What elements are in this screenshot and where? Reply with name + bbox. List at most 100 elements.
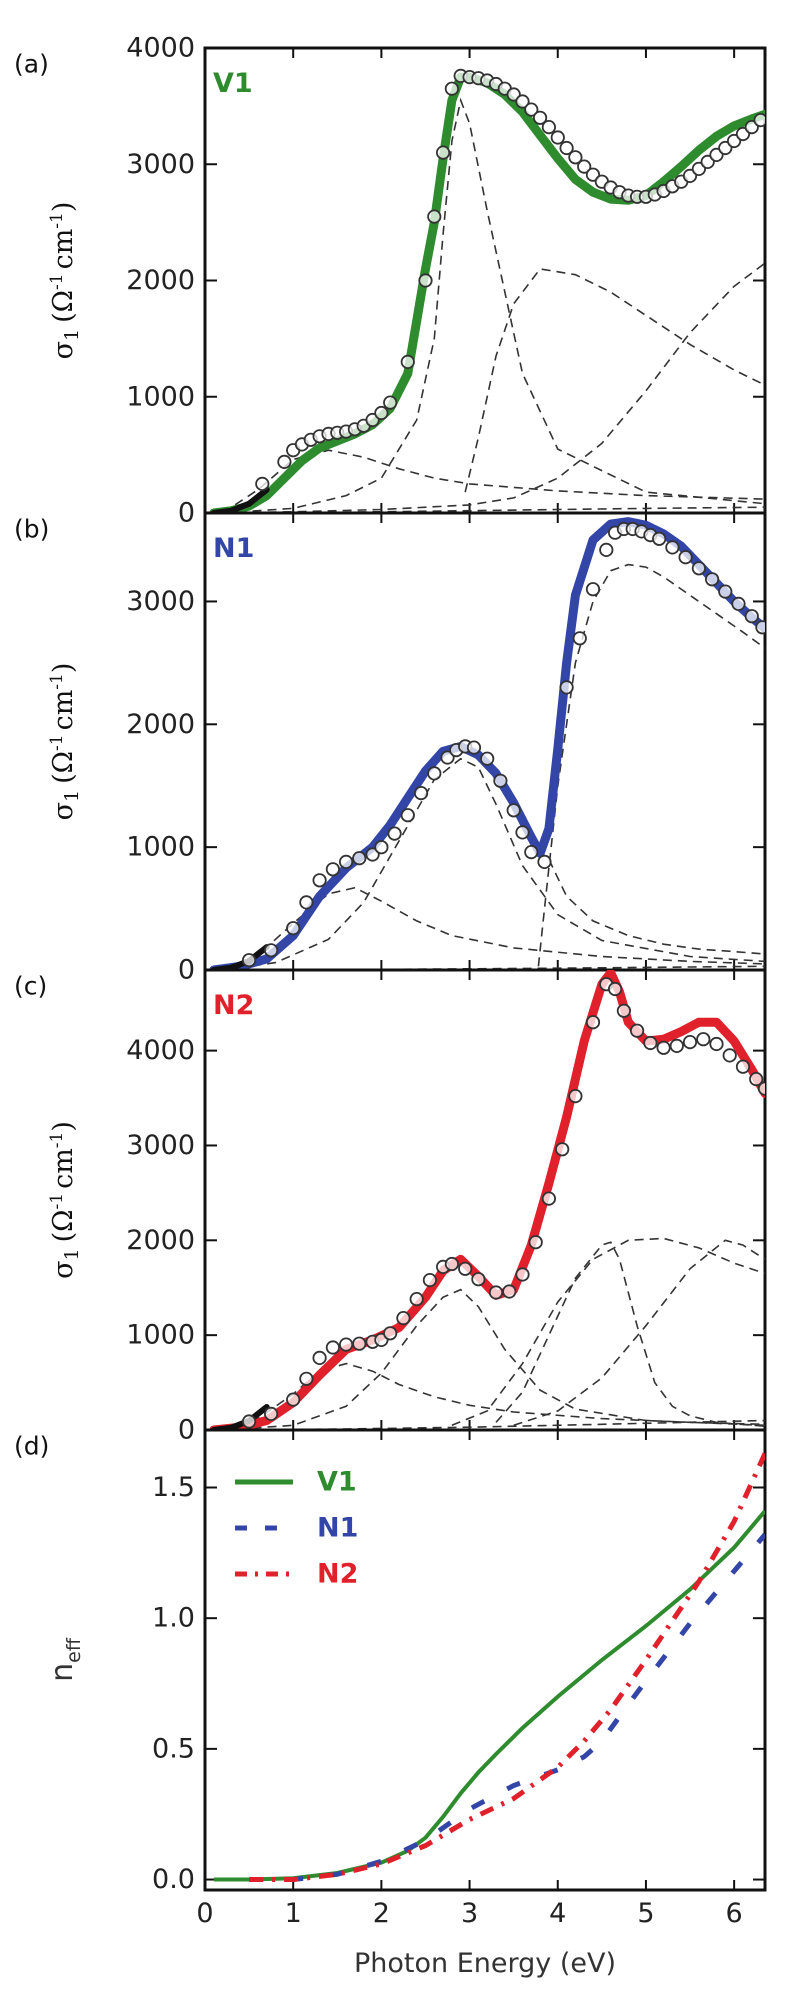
panel-c: (c) 0 1000 2000 3000 4000 σ1(Ω-1cm-1) N2 bbox=[14, 968, 767, 1446]
data-point bbox=[568, 150, 583, 165]
component-curve-4 bbox=[222, 262, 765, 513]
data-point bbox=[599, 542, 614, 558]
data-point bbox=[338, 854, 354, 870]
data-point bbox=[572, 631, 587, 646]
data-point bbox=[427, 766, 442, 781]
data-point bbox=[255, 476, 270, 491]
data-point bbox=[555, 1142, 570, 1157]
data-point bbox=[440, 750, 455, 765]
data-point bbox=[383, 395, 398, 410]
data-point bbox=[577, 159, 592, 174]
y-tick-label: 1000 bbox=[126, 832, 195, 863]
data-point bbox=[409, 1292, 424, 1307]
data-point bbox=[753, 113, 765, 128]
y-tick-label: 0 bbox=[178, 498, 195, 529]
data-point bbox=[643, 1035, 658, 1051]
data-point bbox=[422, 1273, 437, 1288]
data-point bbox=[242, 953, 257, 968]
data-point bbox=[480, 751, 495, 766]
data-point bbox=[709, 1036, 724, 1052]
data-point bbox=[352, 851, 367, 866]
series-tag: N1 bbox=[213, 533, 254, 564]
data-point bbox=[299, 895, 314, 910]
data-point bbox=[506, 803, 521, 818]
y-tick-label: 0 bbox=[178, 955, 195, 986]
series-tag: V1 bbox=[213, 68, 253, 99]
data-point bbox=[559, 140, 574, 156]
legend-label-n2: N2 bbox=[317, 1559, 358, 1590]
x-tick-label: 0 bbox=[196, 1898, 213, 1929]
y-tick-label: 0 bbox=[178, 1415, 195, 1446]
data-point bbox=[735, 1059, 751, 1074]
data-point bbox=[656, 1040, 671, 1055]
data-point bbox=[585, 1015, 601, 1030]
data-point bbox=[286, 1392, 301, 1407]
component-curve-3 bbox=[495, 1241, 765, 1427]
data-point bbox=[374, 840, 389, 855]
data-point bbox=[458, 1261, 473, 1276]
component-curve-2 bbox=[222, 97, 765, 513]
data-point bbox=[559, 680, 574, 695]
plot-frame bbox=[203, 1428, 767, 1892]
y-axis-label: σ1(Ω-1cm-1) bbox=[47, 202, 83, 360]
y-tick-label: 3000 bbox=[126, 586, 195, 617]
data-point bbox=[263, 1406, 279, 1422]
data-point bbox=[541, 1191, 557, 1206]
data-point bbox=[532, 110, 548, 125]
y-tick-label: 1.5 bbox=[152, 1472, 195, 1503]
component-curve-4 bbox=[451, 1237, 765, 1427]
y-tick-label: 2000 bbox=[126, 1225, 195, 1256]
y-axis-label: neff bbox=[45, 1637, 85, 1682]
data-point bbox=[471, 1272, 486, 1287]
data-point bbox=[629, 1023, 645, 1038]
data-point bbox=[387, 826, 402, 841]
y-axis-label: σ1(Ω-1cm-1) bbox=[47, 663, 83, 821]
y-tick-label: 2000 bbox=[126, 265, 195, 296]
component-curve-2 bbox=[222, 757, 765, 970]
fit-curve bbox=[209, 970, 765, 1430]
data-point bbox=[325, 1340, 340, 1355]
y-tick-label: 0.5 bbox=[152, 1733, 195, 1764]
y-tick-label: 3000 bbox=[126, 149, 195, 180]
panel-d: (d) 0.0 0.5 1.0 1.5 neff V1 N1 N2 0 1 2 3 4 5 6 Photon E… bbox=[14, 1428, 767, 1979]
y-tick-label: 0.0 bbox=[152, 1864, 195, 1895]
data-point bbox=[312, 873, 327, 888]
y-tick-label: 4000 bbox=[126, 1035, 195, 1066]
component-curve-5 bbox=[513, 1239, 765, 1427]
component-curve-2 bbox=[222, 1288, 765, 1430]
data-point bbox=[515, 94, 530, 109]
panel-label: (b) bbox=[14, 514, 49, 543]
y-tick-label: 2000 bbox=[126, 709, 195, 740]
data-point bbox=[413, 785, 429, 801]
series-tag: N2 bbox=[213, 990, 254, 1021]
data-point bbox=[524, 102, 539, 117]
data-point bbox=[568, 1089, 583, 1104]
data-point bbox=[488, 1285, 504, 1300]
data-point bbox=[652, 531, 667, 546]
data-point bbox=[400, 808, 415, 823]
y-tick-label: 3000 bbox=[126, 1130, 195, 1161]
y-tick-label: 1.0 bbox=[152, 1603, 195, 1634]
data-point bbox=[678, 550, 693, 565]
data-point bbox=[744, 609, 759, 624]
y-axis-label: σ1(Ω-1cm-1) bbox=[47, 1121, 83, 1279]
plot-frame bbox=[203, 968, 767, 1432]
x-tick-label: 4 bbox=[549, 1898, 566, 1929]
data-point bbox=[541, 120, 557, 135]
component-curve-4 bbox=[548, 859, 765, 955]
data-point bbox=[691, 561, 707, 576]
data-point bbox=[400, 354, 415, 369]
data-point bbox=[502, 1284, 517, 1299]
data-point bbox=[696, 1032, 711, 1047]
data-point bbox=[418, 273, 433, 288]
data-point bbox=[374, 405, 389, 421]
data-point bbox=[755, 620, 765, 635]
x-axis-label: Photon Energy (eV) bbox=[354, 1948, 616, 1979]
data-point bbox=[757, 1081, 765, 1096]
data-point bbox=[718, 584, 733, 599]
x-tick-label: 3 bbox=[461, 1898, 478, 1929]
data-point bbox=[396, 1311, 411, 1326]
data-point bbox=[277, 454, 292, 469]
data-point bbox=[722, 1048, 737, 1063]
